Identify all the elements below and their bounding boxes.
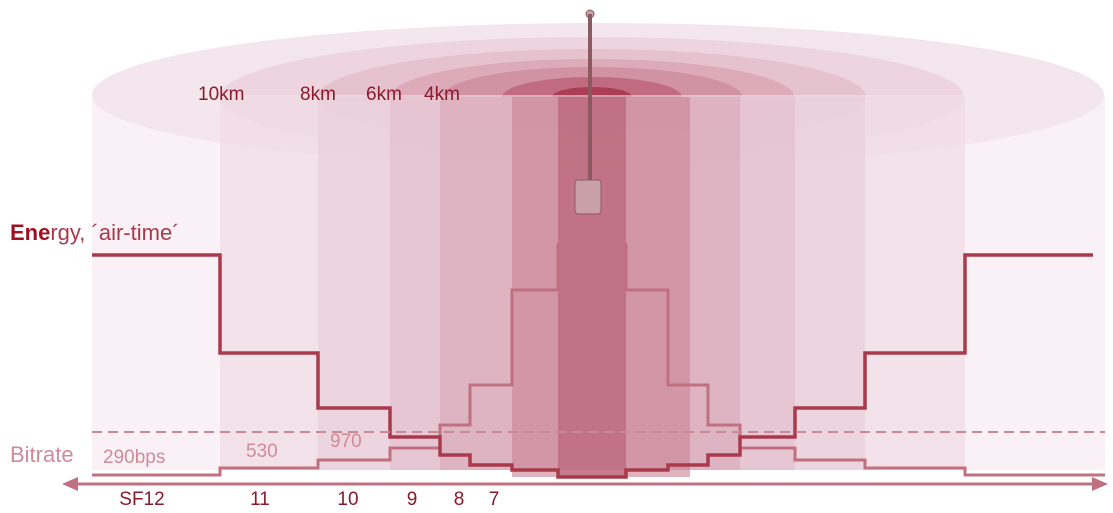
range-label: 8km: [300, 84, 336, 105]
axis-arrow: [62, 477, 1108, 491]
bitrate-value: 290bps: [103, 447, 165, 468]
bitrate-label: Bitrate: [10, 442, 74, 467]
energy-label-bold: Ene: [10, 220, 50, 245]
energy-line: [92, 253, 1093, 479]
range-labels: 10km 8km 6km 4km: [198, 84, 460, 105]
sf-label: 11: [250, 489, 270, 510]
bitrate-value: 530: [246, 441, 278, 462]
energy-label-rest: rgy, ´air-time´: [50, 220, 179, 245]
bitrate-value: 970: [330, 431, 362, 452]
coverage-columns: [92, 95, 1105, 477]
energy-label: Energy, ´air-time´: [10, 220, 180, 245]
sf-label: 7: [489, 489, 500, 510]
range-label: 4km: [424, 84, 460, 105]
sf-label: 10: [337, 489, 358, 510]
bitrate-line: [92, 243, 1105, 477]
sf-labels: SF12 11 10 9 8 7: [119, 489, 499, 510]
sf-label: 9: [407, 489, 418, 510]
sf-label: 8: [454, 489, 465, 510]
range-label: 6km: [366, 84, 402, 105]
range-label: 10km: [198, 84, 244, 105]
sf-label: SF12: [119, 489, 164, 510]
antenna: [574, 9, 602, 215]
